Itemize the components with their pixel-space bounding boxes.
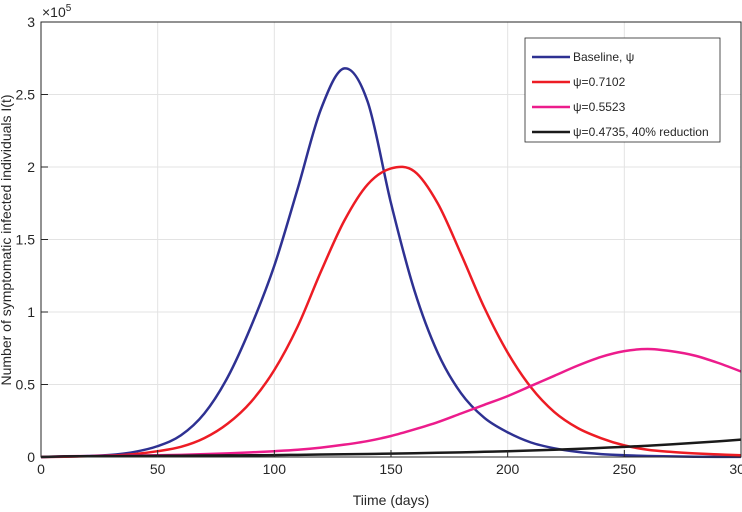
tick-labels: 0 50 100 150 200 250 300 0 0.5 1 1.5 2 2.5 3: [16, 14, 742, 477]
legend: Baseline, ψ ψ=0.7102 ψ=0.5523 ψ=0.4735, 40%…: [524, 37, 721, 143]
x-tick-label: 200: [496, 461, 520, 477]
x-axis-label: Tiime (days): [353, 492, 430, 508]
x-tick-label: 50: [150, 461, 166, 477]
legend-label-1: ψ=0.7102: [573, 75, 626, 89]
x-tick-label: 100: [263, 461, 287, 477]
x-tick-label: 150: [379, 461, 403, 477]
x-tick-label: 250: [613, 461, 637, 477]
y-tick-label: 3: [27, 14, 35, 30]
y-tick-label: 1: [27, 304, 35, 320]
legend-box: [524, 37, 721, 143]
x-tick-label: 0: [37, 461, 45, 477]
legend-label-3: ψ=0.4735, 40% reduction: [573, 125, 709, 139]
x-tick-label: 300: [729, 461, 742, 477]
y-multiplier: ×105: [42, 3, 72, 20]
legend-label-2: ψ=0.5523: [573, 100, 626, 114]
legend-label-0: Baseline, ψ: [573, 50, 634, 64]
y-tick-label: 2.5: [16, 87, 36, 103]
y-tick-label: 0: [27, 449, 35, 465]
y-axis-label: Number of symptomatic infected individua…: [0, 95, 14, 386]
y-tick-label: 1.5: [16, 232, 36, 248]
y-tick-label: 2: [27, 159, 35, 175]
series-line-0: [40, 67, 742, 459]
y-tick-label: 0.5: [16, 377, 36, 393]
